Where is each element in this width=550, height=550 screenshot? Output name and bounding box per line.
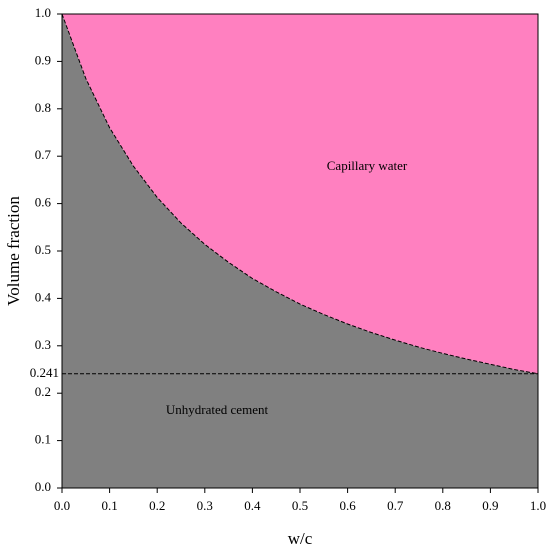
x-tick-label: 0.2 bbox=[149, 498, 165, 513]
y-tick-label: 0.0 bbox=[35, 479, 51, 494]
y-tick-label: 1.0 bbox=[35, 5, 51, 20]
area bbox=[62, 14, 538, 488]
x-tick-label: 0.8 bbox=[435, 498, 451, 513]
y-tick-label: 0.7 bbox=[35, 147, 52, 162]
y-tick-label: 0.6 bbox=[35, 195, 52, 210]
series-label: Capillary water bbox=[327, 158, 408, 173]
y-tick-label: 0.2 bbox=[35, 384, 51, 399]
y-tick-label: 0.9 bbox=[35, 52, 51, 67]
boundary-line bbox=[61, 13, 539, 375]
x-tick-label: 0.1 bbox=[101, 498, 117, 513]
x-tick-label: 1.0 bbox=[530, 498, 546, 513]
reference-label: 0.241 bbox=[30, 365, 59, 380]
x-tick-label: 0.3 bbox=[197, 498, 213, 513]
x-tick-label: 0.5 bbox=[292, 498, 308, 513]
x-tick-label: 0.0 bbox=[54, 498, 70, 513]
y-tick-label: 0.4 bbox=[35, 289, 52, 304]
x-axis-label: w/c bbox=[288, 529, 313, 548]
y-axis-label: Volume fraction bbox=[4, 196, 23, 306]
y-tick-label: 0.3 bbox=[35, 337, 51, 352]
x-tick-label: 0.9 bbox=[482, 498, 498, 513]
area bbox=[62, 14, 538, 374]
x-tick-label: 0.6 bbox=[339, 498, 356, 513]
y-tick-label: 0.1 bbox=[35, 432, 51, 447]
x-tick-label: 0.4 bbox=[244, 498, 261, 513]
x-tick-label: 0.7 bbox=[387, 498, 404, 513]
y-tick-label: 0.8 bbox=[35, 100, 51, 115]
series-label: Unhydrated cement bbox=[166, 402, 269, 417]
y-tick-label: 0.5 bbox=[35, 242, 51, 257]
